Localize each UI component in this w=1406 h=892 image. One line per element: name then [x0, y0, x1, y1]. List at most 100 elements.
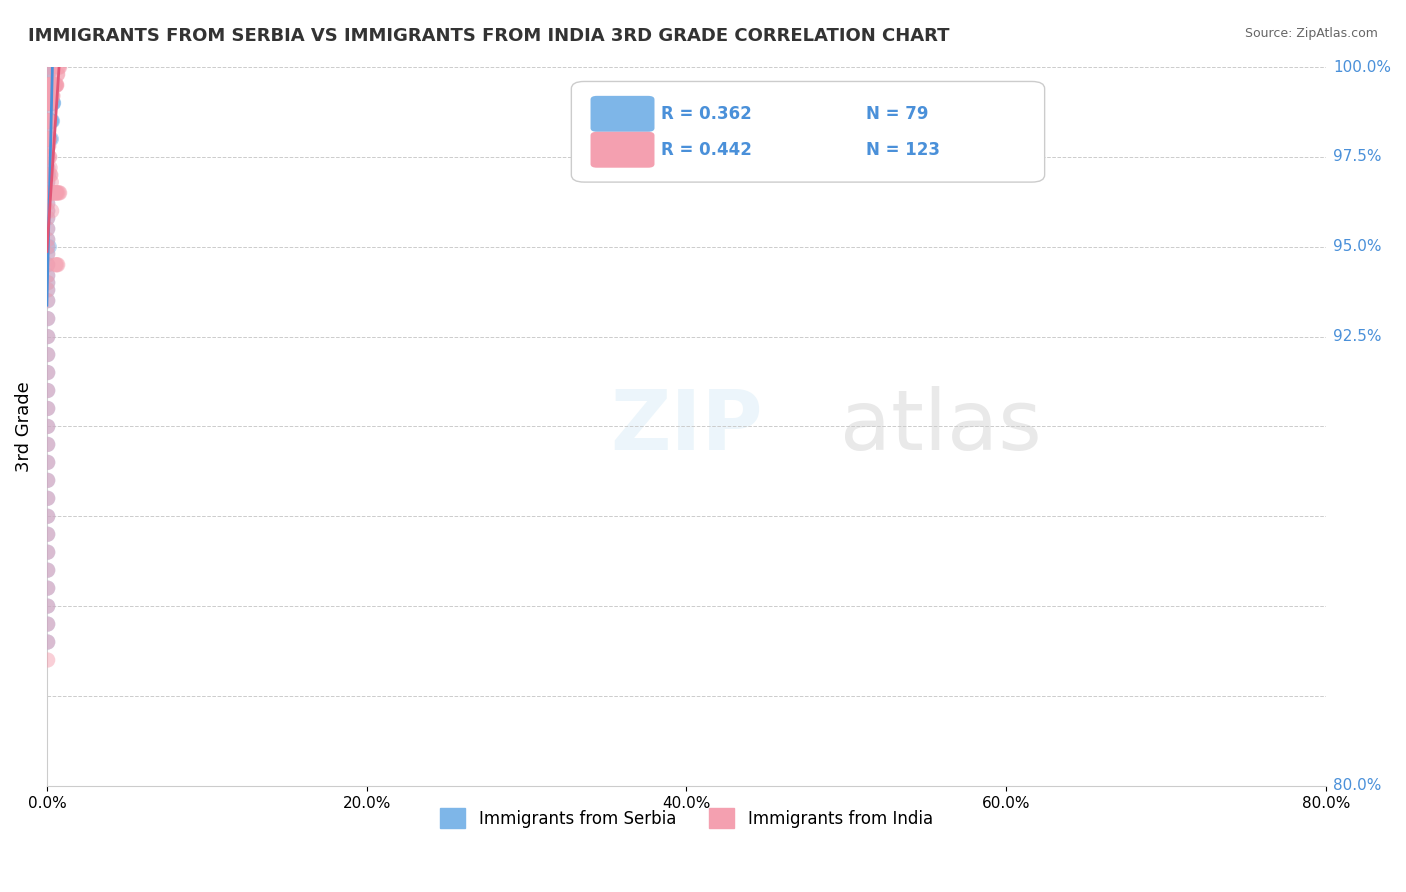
- Text: Source: ZipAtlas.com: Source: ZipAtlas.com: [1244, 27, 1378, 40]
- Immigrants from Serbia: [37, 293, 59, 308]
- Immigrants from Serbia: [37, 437, 59, 451]
- Immigrants from India: [38, 150, 60, 164]
- Immigrants from Serbia: [37, 233, 59, 247]
- Immigrants from India: [48, 186, 70, 200]
- Immigrants from India: [37, 125, 59, 139]
- Immigrants from India: [38, 78, 60, 92]
- Immigrants from India: [37, 78, 59, 92]
- Immigrants from India: [39, 88, 62, 103]
- Immigrants from Serbia: [39, 96, 62, 111]
- Immigrants from India: [37, 581, 59, 595]
- Immigrants from India: [37, 103, 59, 118]
- Immigrants from Serbia: [37, 67, 59, 81]
- Immigrants from Serbia: [37, 161, 59, 175]
- Immigrants from India: [39, 78, 62, 92]
- Immigrants from Serbia: [37, 419, 59, 434]
- Immigrants from India: [37, 268, 59, 283]
- Immigrants from India: [42, 186, 65, 200]
- Immigrants from India: [45, 258, 67, 272]
- Immigrants from India: [38, 96, 60, 111]
- Immigrants from Serbia: [37, 599, 59, 614]
- Immigrants from India: [41, 175, 63, 189]
- Immigrants from India: [44, 78, 66, 92]
- Immigrants from India: [37, 203, 59, 218]
- Immigrants from Serbia: [37, 78, 59, 92]
- Immigrants from India: [38, 132, 60, 146]
- Immigrants from India: [37, 186, 59, 200]
- Immigrants from India: [37, 401, 59, 416]
- Immigrants from Serbia: [37, 96, 59, 111]
- Immigrants from Serbia: [37, 168, 59, 182]
- Immigrants from India: [37, 653, 59, 667]
- Immigrants from India: [41, 88, 63, 103]
- Immigrants from India: [39, 186, 62, 200]
- Immigrants from Serbia: [38, 78, 60, 92]
- Immigrants from India: [37, 419, 59, 434]
- Immigrants from Serbia: [37, 132, 59, 146]
- Immigrants from India: [38, 88, 60, 103]
- Immigrants from India: [44, 78, 66, 92]
- Immigrants from India: [37, 545, 59, 559]
- Immigrants from India: [42, 78, 65, 92]
- Immigrants from India: [42, 78, 65, 92]
- Immigrants from Serbia: [38, 96, 60, 111]
- Immigrants from Serbia: [38, 132, 60, 146]
- Immigrants from India: [46, 67, 69, 81]
- Immigrants from India: [41, 88, 63, 103]
- Immigrants from Serbia: [38, 240, 60, 254]
- Immigrants from India: [41, 78, 63, 92]
- Immigrants from Serbia: [37, 268, 59, 283]
- Immigrants from India: [37, 114, 59, 128]
- Immigrants from Serbia: [37, 114, 59, 128]
- Text: R = 0.362: R = 0.362: [661, 105, 752, 123]
- Immigrants from India: [37, 114, 59, 128]
- Immigrants from Serbia: [37, 125, 59, 139]
- Immigrants from India: [37, 437, 59, 451]
- Immigrants from India: [45, 78, 67, 92]
- Y-axis label: 3rd Grade: 3rd Grade: [15, 381, 32, 472]
- Immigrants from Serbia: [37, 491, 59, 506]
- Immigrants from India: [37, 150, 59, 164]
- Immigrants from Serbia: [42, 78, 65, 92]
- Immigrants from India: [39, 161, 62, 175]
- Immigrants from Serbia: [37, 139, 59, 153]
- Immigrants from Serbia: [37, 276, 59, 290]
- Immigrants from Serbia: [37, 401, 59, 416]
- Text: 80.0%: 80.0%: [1333, 779, 1381, 793]
- Immigrants from India: [39, 168, 62, 182]
- Immigrants from India: [42, 186, 65, 200]
- Immigrants from India: [37, 617, 59, 632]
- Text: 95.0%: 95.0%: [1333, 239, 1382, 254]
- Immigrants from India: [41, 88, 63, 103]
- Immigrants from India: [37, 293, 59, 308]
- Immigrants from Serbia: [37, 96, 59, 111]
- Immigrants from India: [37, 527, 59, 541]
- Immigrants from Serbia: [38, 96, 60, 111]
- Immigrants from Serbia: [37, 258, 59, 272]
- Immigrants from India: [37, 240, 59, 254]
- Immigrants from Serbia: [37, 563, 59, 577]
- Immigrants from India: [45, 78, 67, 92]
- Immigrants from India: [38, 132, 60, 146]
- Immigrants from Serbia: [37, 474, 59, 488]
- Immigrants from India: [37, 60, 59, 74]
- Immigrants from India: [38, 150, 60, 164]
- Immigrants from Serbia: [41, 96, 63, 111]
- Immigrants from India: [37, 196, 59, 211]
- Immigrants from India: [37, 114, 59, 128]
- Immigrants from India: [42, 78, 65, 92]
- Immigrants from India: [37, 563, 59, 577]
- Immigrants from India: [37, 161, 59, 175]
- Immigrants from Serbia: [37, 175, 59, 189]
- Immigrants from India: [37, 474, 59, 488]
- Immigrants from Serbia: [37, 329, 59, 343]
- Immigrants from India: [37, 247, 59, 261]
- Immigrants from India: [38, 96, 60, 111]
- Immigrants from India: [37, 366, 59, 380]
- Immigrants from Serbia: [37, 78, 59, 92]
- Immigrants from India: [37, 329, 59, 343]
- Immigrants from India: [37, 222, 59, 236]
- Immigrants from India: [45, 78, 67, 92]
- Text: IMMIGRANTS FROM SERBIA VS IMMIGRANTS FROM INDIA 3RD GRADE CORRELATION CHART: IMMIGRANTS FROM SERBIA VS IMMIGRANTS FRO…: [28, 27, 949, 45]
- Immigrants from India: [37, 258, 59, 272]
